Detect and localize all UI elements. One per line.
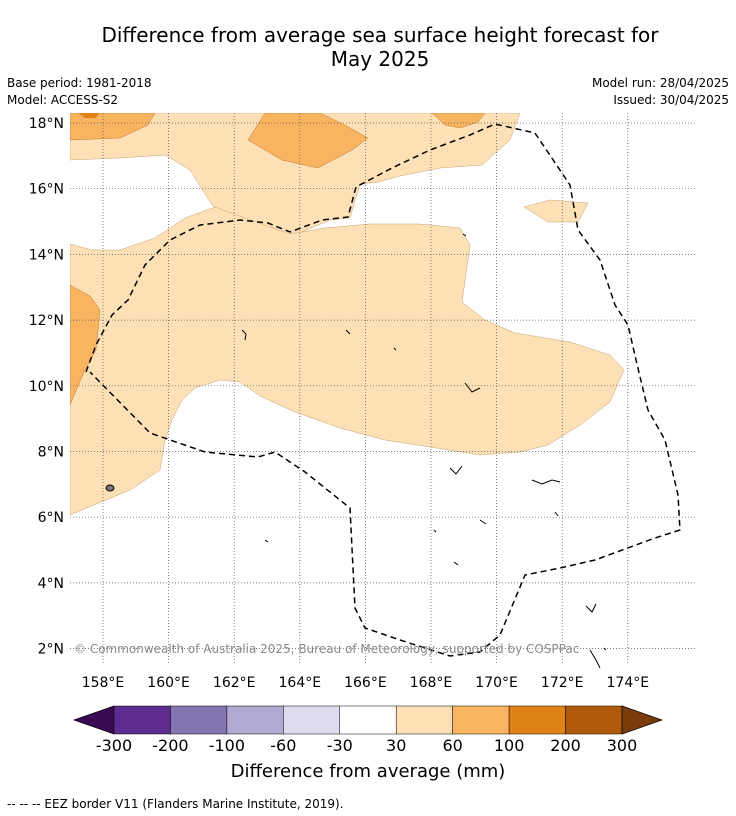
contour-30-60-north (70, 113, 521, 237)
island-6 (449, 465, 463, 475)
island-12 (589, 649, 601, 669)
island-8 (554, 511, 559, 517)
lat-tick-label: 16°N (29, 182, 64, 198)
lon-tick-label: 164°E (279, 675, 322, 691)
latitude-labels: 18°N 16°N 14°N 12°N 10°N 8°N 6°N 4°N 2°N (29, 116, 64, 658)
lon-tick-label: 172°E (541, 675, 584, 691)
colorbar-segment (226, 705, 284, 735)
lat-tick-label: 18°N (29, 116, 64, 132)
island-3 (393, 347, 397, 351)
island-9 (479, 519, 487, 525)
colorbar-tick-label: 100 (493, 736, 525, 755)
island-7 (531, 479, 561, 485)
copyright-text: © Commonwealth of Australia 2025, Bureau… (74, 642, 580, 656)
base-period-label: Base period: 1981-2018 (7, 76, 152, 90)
eez-border (85, 123, 681, 657)
colorbar (72, 705, 664, 735)
island-2 (345, 329, 351, 335)
lat-tick-label: 10°N (29, 379, 64, 395)
colorbar-segment (113, 705, 171, 735)
colorbar-segment (170, 705, 228, 735)
colorbar-tick-label: -100 (208, 736, 246, 755)
issued-label: Issued: 30/04/2025 (613, 93, 729, 107)
colorbar-tick-label: -60 (270, 736, 297, 755)
colorbar-tick-label: -300 (95, 736, 133, 755)
island-11 (585, 603, 597, 613)
lon-tick-label: 162°E (213, 675, 256, 691)
colorbar-segment (508, 705, 566, 735)
island-pohnpei (105, 484, 115, 492)
colorbar-extend-high (621, 705, 664, 735)
contour-60-100-n (247, 113, 369, 169)
lon-tick-label: 170°E (475, 675, 518, 691)
lat-tick-label: 14°N (29, 247, 64, 263)
colorbar-tick-label: 300 (606, 736, 638, 755)
lon-tick-label: 166°E (344, 675, 387, 691)
island-4 (462, 233, 467, 237)
colorbar-segment (283, 705, 341, 735)
lon-tick-label: 160°E (147, 675, 190, 691)
lat-tick-label: 12°N (29, 313, 64, 329)
contour-fill-layer (70, 113, 695, 665)
colorbar-segment (339, 705, 397, 735)
colorbar-tick-label: 200 (550, 736, 581, 755)
lat-tick-label: 4°N (38, 576, 64, 592)
lat-tick-label: 2°N (38, 642, 64, 658)
island-1 (241, 329, 247, 341)
lat-tick-label: 8°N (38, 445, 64, 461)
island-15 (264, 539, 269, 543)
longitude-labels: 158°E 160°E 162°E 164°E 166°E 168°E 170°E 172°E… (82, 675, 649, 691)
lon-tick-label: 168°E (410, 675, 453, 691)
contour-30-60-east (523, 199, 589, 223)
colorbar-tick-label: -200 (152, 736, 189, 755)
island-13 (603, 647, 607, 651)
colorbar-extend-low (72, 705, 115, 735)
colorbar-segment (452, 705, 510, 735)
lon-tick-label: 158°E (82, 675, 125, 691)
chart-title-line1: Difference from average sea surface heig… (101, 23, 659, 47)
island-5 (464, 382, 481, 393)
gridlines (70, 113, 695, 665)
lon-tick-label: 174°E (607, 675, 650, 691)
lat-tick-label: 6°N (38, 510, 64, 526)
colorbar-segment (395, 705, 453, 735)
colorbar-title: Difference from average (mm) (230, 761, 506, 782)
contour-30-60-central (70, 206, 625, 516)
colorbar-tick-label: 60 (442, 736, 463, 755)
colorbar-tick-label: -30 (326, 736, 353, 755)
island-10 (453, 561, 459, 566)
chart-title-line2: May 2025 (330, 47, 430, 71)
islands (105, 233, 607, 669)
island-14 (433, 529, 437, 533)
colorbar-segment (565, 705, 623, 735)
model-label: Model: ACCESS-S2 (7, 93, 119, 107)
model-run-label: Model run: 28/04/2025 (591, 76, 729, 90)
eez-legend-text: -- -- -- EEZ border V11 (Flanders Marine… (7, 797, 344, 811)
contour-100-200-nw (78, 113, 100, 118)
colorbar-tick-label: 30 (386, 736, 407, 755)
contour-60-100-nw (70, 113, 156, 141)
